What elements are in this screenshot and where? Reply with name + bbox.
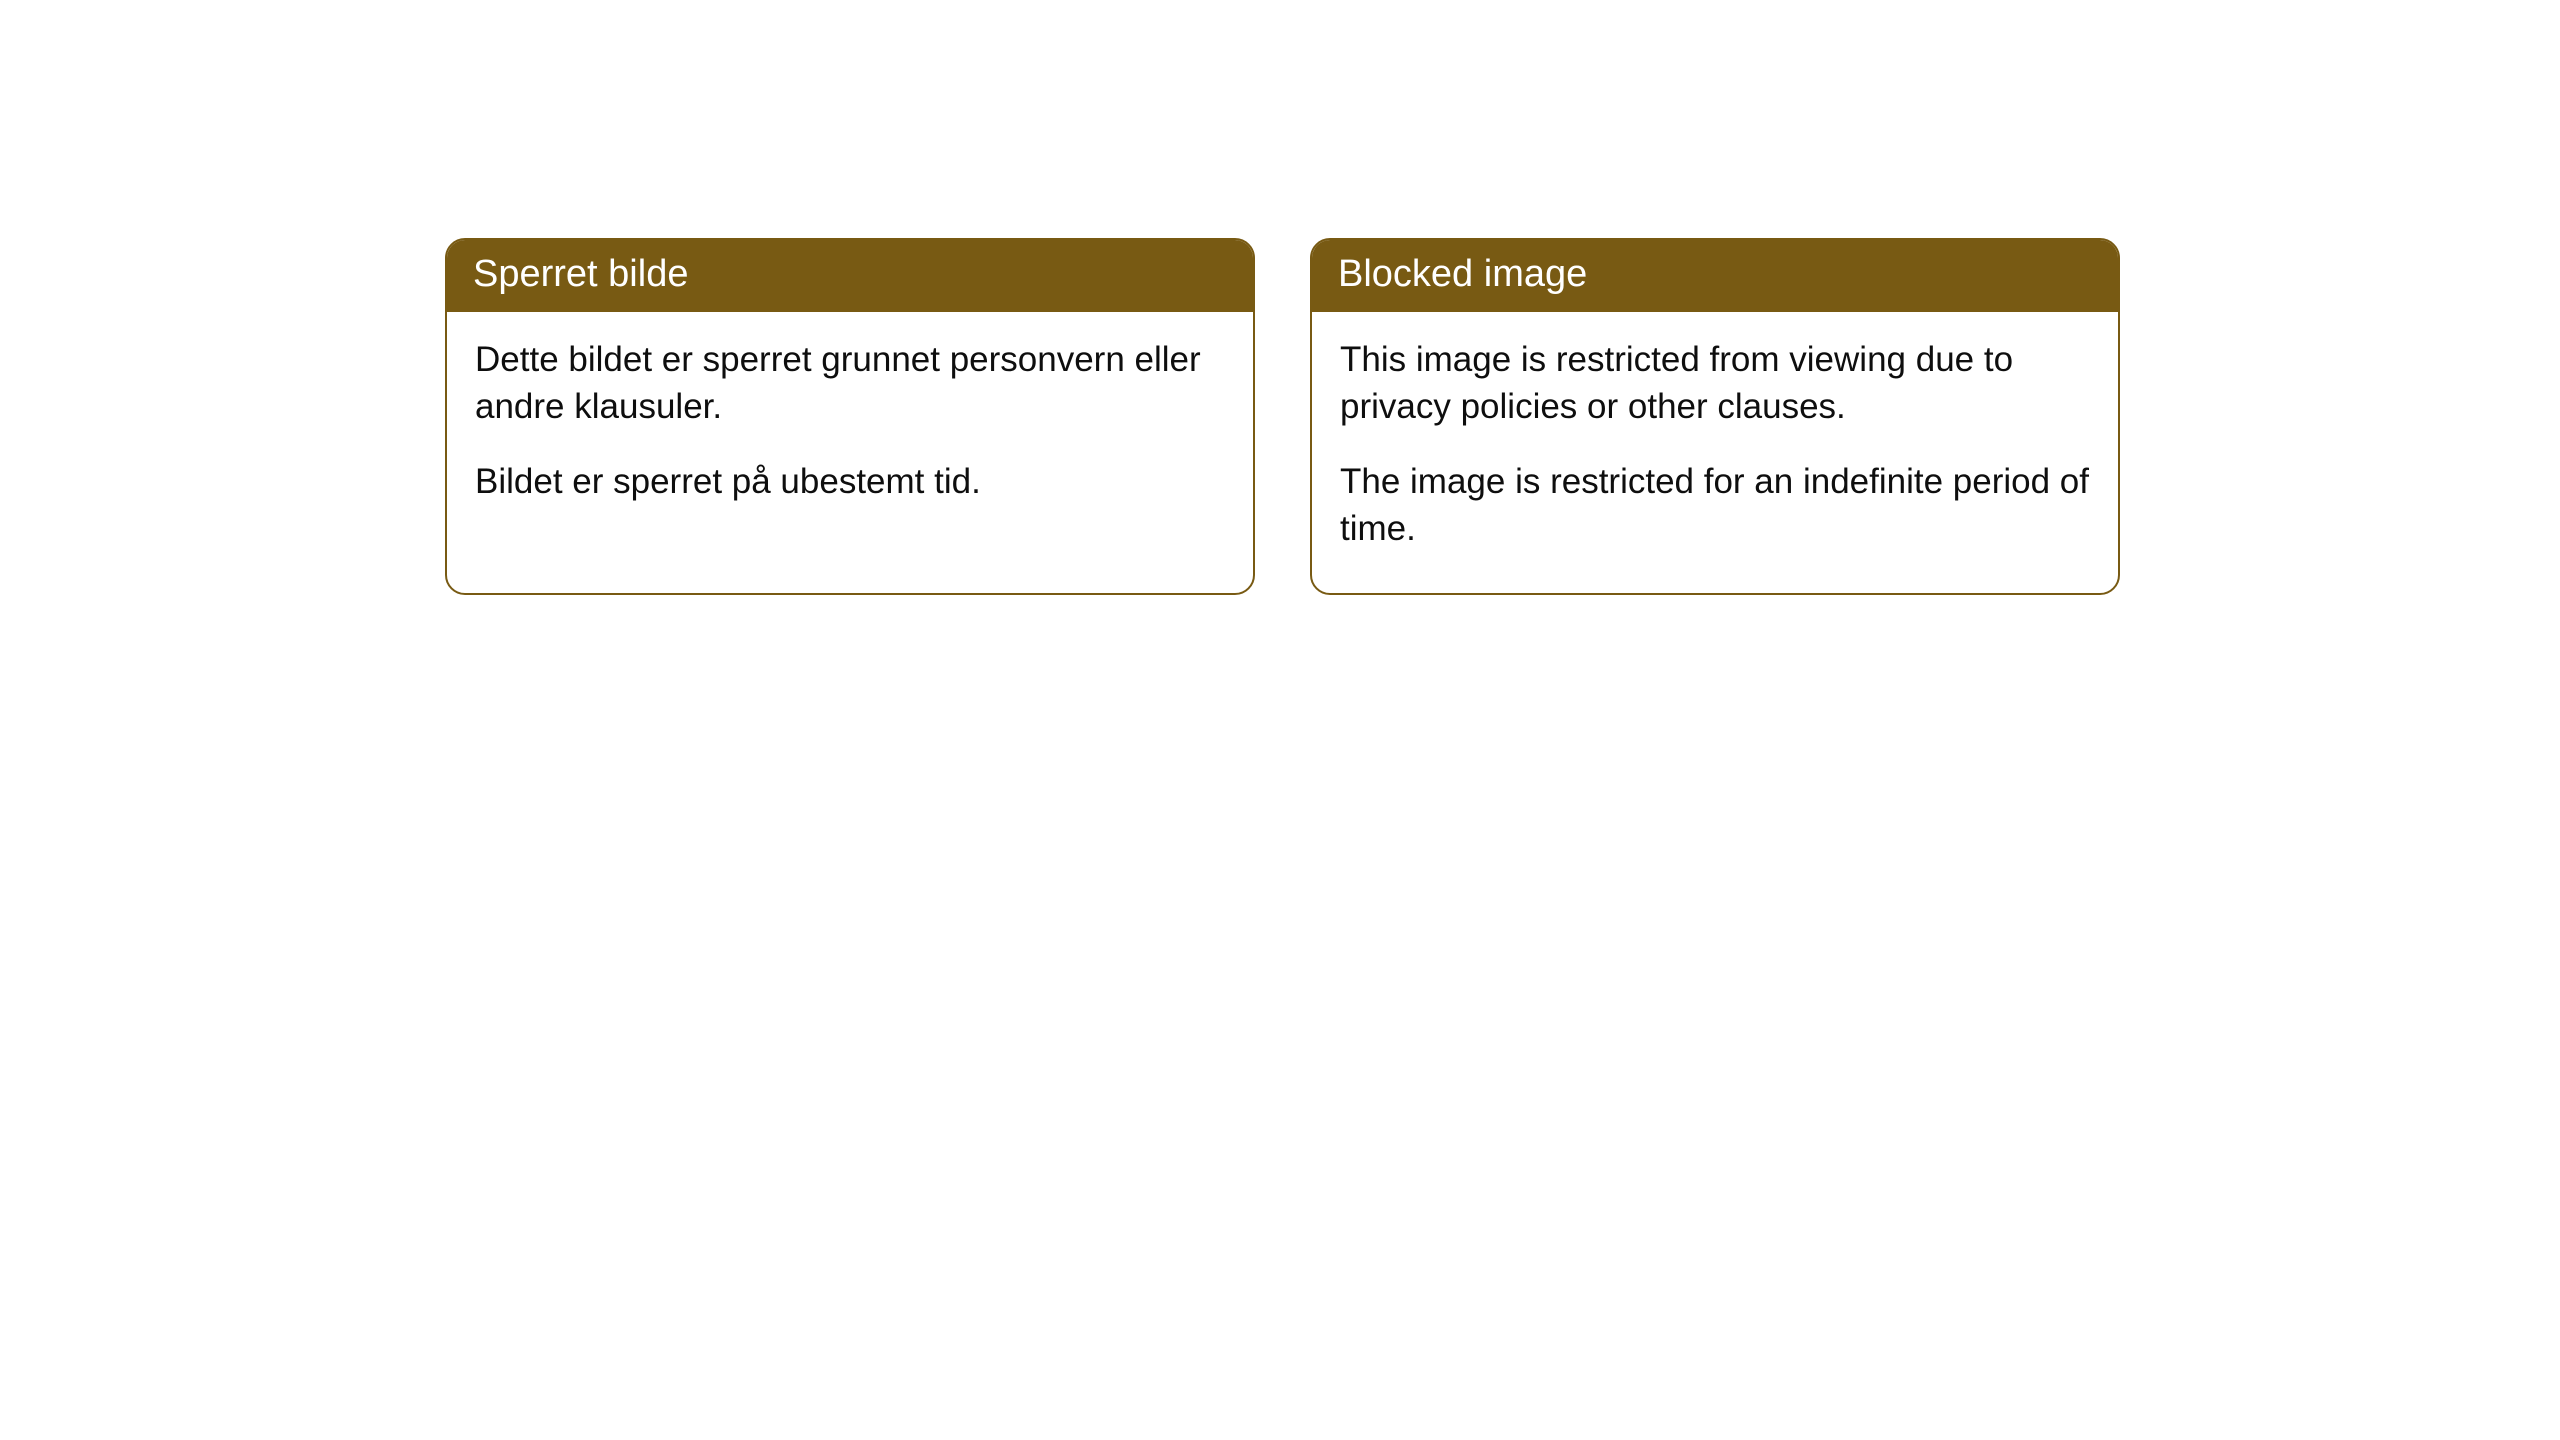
blocked-image-card-en: Blocked image This image is restricted f… (1310, 238, 2120, 595)
blocked-image-card-no: Sperret bilde Dette bildet er sperret gr… (445, 238, 1255, 595)
card-text-no-2: Bildet er sperret på ubestemt tid. (475, 458, 1225, 505)
card-text-en-2: The image is restricted for an indefinit… (1340, 458, 2090, 553)
card-text-no-1: Dette bildet er sperret grunnet personve… (475, 336, 1225, 431)
card-body-no: Dette bildet er sperret grunnet personve… (447, 312, 1253, 546)
notice-container: Sperret bilde Dette bildet er sperret gr… (445, 238, 2120, 595)
card-text-en-1: This image is restricted from viewing du… (1340, 336, 2090, 431)
card-header-no: Sperret bilde (447, 240, 1253, 312)
card-header-en: Blocked image (1312, 240, 2118, 312)
card-body-en: This image is restricted from viewing du… (1312, 312, 2118, 593)
